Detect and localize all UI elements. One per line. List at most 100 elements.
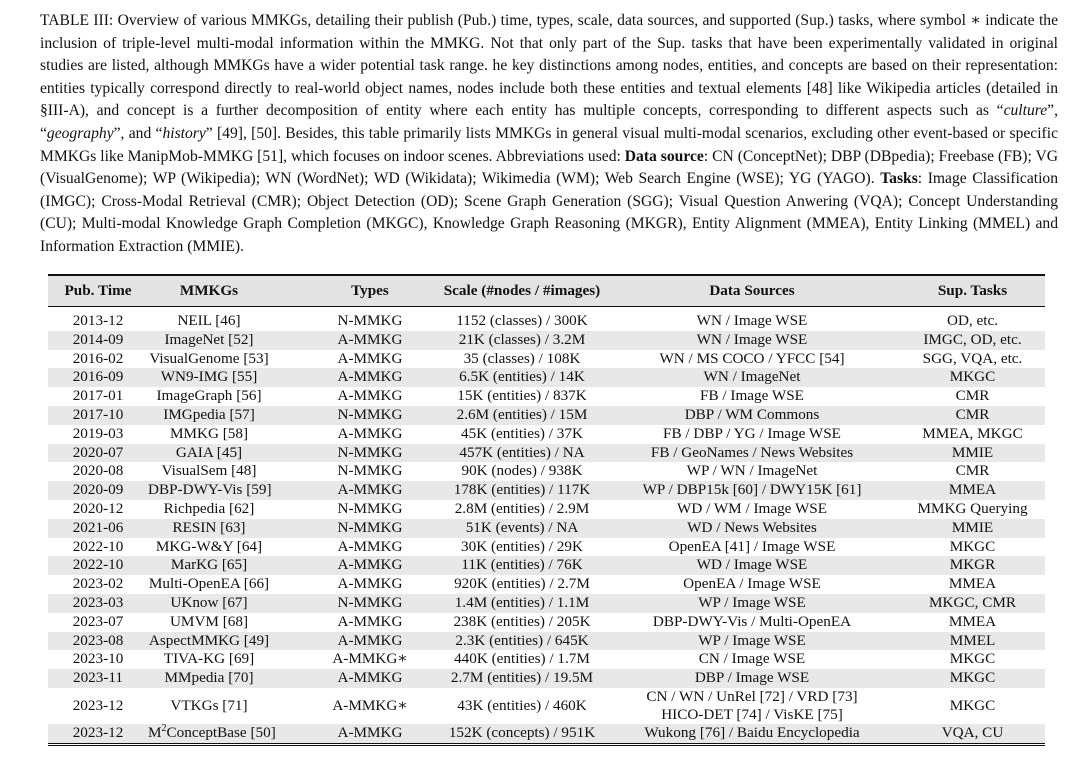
table-row: 2023-10 TIVA-KG [69] A-MMKG∗ 440K (entities… xyxy=(48,650,1045,669)
cell-scale: 35 (classes) / 108K xyxy=(463,349,581,367)
cell-data-sources: WD / Image WSE xyxy=(696,556,808,574)
cell-data-sources: DBP-DWY-Vis / Multi-OpenEA xyxy=(652,612,852,630)
cell-type: A-MMKG xyxy=(337,669,403,687)
cell-mmkg-name: NEIL [46] xyxy=(177,312,241,329)
cell-sup-tasks: MKGC xyxy=(949,650,996,668)
cell-pub-time: 2023-07 xyxy=(72,612,124,630)
cell-sup-tasks: CMR xyxy=(955,387,990,405)
table-caption: TABLE III: Overview of various MMKGs, de… xyxy=(40,10,1058,259)
cell-scale: 45K (entities) / 37K xyxy=(461,424,583,442)
cell-sup-tasks: CMR xyxy=(955,405,990,423)
cell-sup-tasks: MMIE xyxy=(951,518,994,536)
caption-text: : CN (ConceptNet); DBP (DBpedia); Freeba… xyxy=(40,147,1058,188)
cell-sup-tasks: MMEA xyxy=(948,481,997,499)
cell-data-sources: OpenEA [41] / Image WSE xyxy=(668,537,836,555)
cell-data-sources: FB / Image WSE xyxy=(700,387,804,405)
cell-data-sources: WP / DBP15k [60] / DWY15K [61] xyxy=(642,481,862,499)
caption-label: TABLE III: xyxy=(40,12,114,29)
cell-scale: 152K (concepts) / 951K xyxy=(440,723,604,746)
cell-sup-tasks: MMKG Querying xyxy=(917,499,1028,517)
cell-type: A-MMKG xyxy=(337,575,403,593)
cell-pub-time: 2019-03 xyxy=(72,424,124,442)
cell-scale: 11K (entities) / 76K xyxy=(461,556,583,574)
cell-type: A-MMKG xyxy=(300,723,440,746)
caption-em: culture xyxy=(1003,102,1048,120)
table-row: 2023-08 AspectMMKG [49] A-MMKG 2.3K (entiti… xyxy=(48,631,1045,651)
cell-pub-time: 2017-01 xyxy=(72,387,124,405)
table-row: 2016-09 WN9-IMG [55] A-MMKG 6.5K (entities)… xyxy=(48,368,1045,388)
cell-pub-time: 2020-07 xyxy=(72,443,124,461)
caption-text: ”, and “ xyxy=(113,124,163,142)
table-row: 2022-10 MarKG [65] A-MMKG 11K (entities) / … xyxy=(48,556,1045,576)
cell-type: A-MMKG xyxy=(337,537,403,555)
cell-mmkg-name: UMVM [68] xyxy=(169,612,249,630)
cell-type: A-MMKG xyxy=(337,424,403,442)
cell-type: N-MMKG xyxy=(337,443,403,461)
cell-pub-time: 2023-08 xyxy=(72,631,124,649)
cell-mmkg-name: TIVA-KG [69] xyxy=(163,650,255,668)
table-row: 2017-01 ImageGraph [56] A-MMKG 15K (entitie… xyxy=(48,387,1045,406)
cell-scale: 2.8M (entities) / 2.9M xyxy=(454,499,590,517)
table-row: 2021-06 RESIN [63] N-MMKG 51K (events) / NA… xyxy=(48,518,1045,538)
cell-pub-time: 2020-08 xyxy=(72,462,124,480)
cell-pub-time: 2016-02 xyxy=(72,349,124,367)
cell-type: N-MMKG xyxy=(337,462,403,480)
cell-scale: 43K (entities) / 460K xyxy=(457,696,587,714)
cell-mmkg-name: VTKGs [71] xyxy=(170,696,248,714)
cell-pub-time: 2014-09 xyxy=(72,330,124,348)
cell-scale: 238K (entities) / 205K xyxy=(453,612,591,630)
cell-data-sources: FB / DBP / YG / Image WSE xyxy=(663,424,841,442)
cell-pub-time: 2022-10 xyxy=(72,537,124,555)
header-type: Types xyxy=(300,274,440,307)
cell-type: A-MMKG xyxy=(337,349,403,367)
cell-mmkg-name: MMKG [58] xyxy=(169,424,249,442)
sources-line-2: HICO-DET [74] / VisKE [75] xyxy=(661,705,843,723)
cell-mmkg-name: MarKG [65] xyxy=(170,556,248,574)
m2-rest: ConceptBase [50] xyxy=(166,723,276,741)
header-scale: Scale (#nodes / #images) xyxy=(440,274,604,307)
cell-mmkg-name: Richpedia [62] xyxy=(163,499,255,517)
cell-type: A-MMKG xyxy=(337,368,403,386)
cell-sup-tasks: MMIE xyxy=(951,443,994,461)
cell-data-sources: Wukong [76] / Baidu Encyclopedia xyxy=(604,723,900,746)
cell-scale: 51K (events) / NA xyxy=(465,518,579,536)
table-header-row: Pub. Time MMKGs Types Scale (#nodes / #imag… xyxy=(48,274,1045,307)
cell-scale: 15K (entities) / 837K xyxy=(457,387,587,405)
cell-pub-time: 2013-12 xyxy=(72,312,124,329)
table-row: 2023-12 VTKGs [71] A-MMKG∗ 43K (entities) /… xyxy=(48,688,1045,724)
cell-type: N-MMKG xyxy=(337,593,403,611)
cell-scale: 6.5K (entities) / 14K xyxy=(459,368,585,386)
cell-pub-time: 2023-12 xyxy=(48,723,148,746)
caption-text: : Image Classification (IMGC); Cross-Mod… xyxy=(40,170,1059,255)
cell-pub-time: 2020-12 xyxy=(72,499,124,517)
cell-data-sources: WP / WN / ImageNet xyxy=(686,462,818,480)
cell-type: N-MMKG xyxy=(337,405,403,423)
header-mmkg-name: MMKGs xyxy=(148,274,300,307)
cell-data-sources: WD / News Websites xyxy=(687,518,817,536)
cell-pub-time: 2017-10 xyxy=(72,405,124,423)
cell-mmkg-name: Multi-OpenEA [66] xyxy=(148,575,270,593)
cell-scale: 440K (entities) / 1.7M xyxy=(454,650,590,668)
caption-text: Overview of various MMKGs, detailing the… xyxy=(40,12,1058,120)
cell-mmkg-name: ImageGraph [56] xyxy=(156,387,262,405)
cell-sup-tasks: MKGC, CMR xyxy=(929,593,1016,611)
cell-data-sources: WN / ImageNet xyxy=(703,368,801,386)
cell-type: N-MMKG xyxy=(337,312,403,329)
table-row: 2020-08 VisualSem [48] N-MMKG 90K (nodes) /… xyxy=(48,462,1045,481)
header-pub-time: Pub. Time xyxy=(48,274,148,307)
cell-mmkg-name: DBP-DWY-Vis [59] xyxy=(148,481,272,499)
cell-data-sources: WN / Image WSE xyxy=(696,312,808,329)
cell-scale: 90K (nodes) / 938K xyxy=(461,462,583,480)
caption-em: history xyxy=(162,124,206,142)
cell-mmkg-name: VisualGenome [53] xyxy=(149,349,269,367)
cell-mmkg-name: MKG-W&Y [64] xyxy=(155,537,263,555)
caption-text: ” [49], [50]. Besides, this table primar… xyxy=(40,124,1058,165)
sources-line-1: CN / WN / UnRel [72] / VRD [73] xyxy=(646,687,858,705)
cell-data-sources: WN / Image WSE xyxy=(696,330,808,348)
cell-mmkg-name: GAIA [45] xyxy=(175,443,243,461)
cell-mmkg-name: ImageNet [52] xyxy=(164,330,254,348)
cell-type: A-MMKG∗ xyxy=(332,696,408,714)
cell-data-sources: WP / Image WSE xyxy=(698,593,806,611)
table-row: 2020-12 Richpedia [62] N-MMKG 2.8M (entitie… xyxy=(48,500,1045,519)
table-row: 2023-11 MMpedia [70] A-MMKG 2.7M (entities)… xyxy=(48,669,1045,688)
